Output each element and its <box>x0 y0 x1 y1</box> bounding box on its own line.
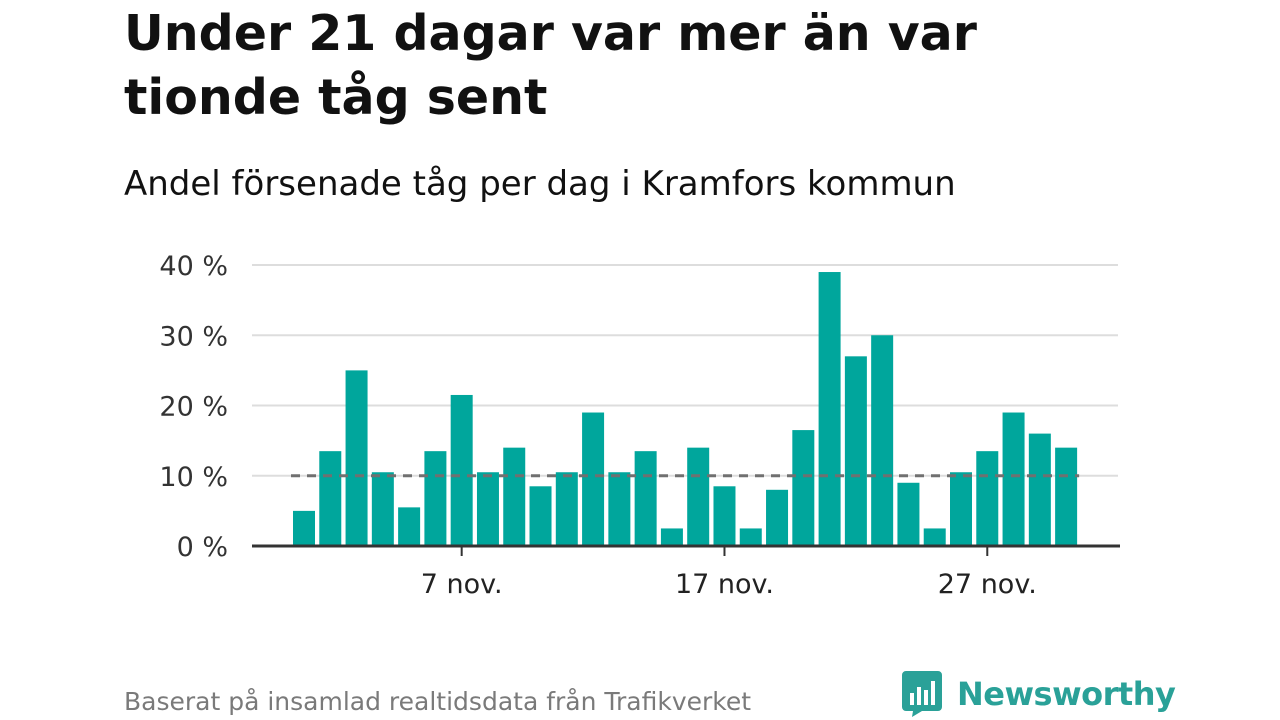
bar <box>371 472 394 546</box>
bar <box>660 528 683 546</box>
bar <box>450 394 473 546</box>
bar <box>687 447 710 546</box>
bar <box>608 472 631 546</box>
bar <box>555 472 578 546</box>
y-tick-label: 20 % <box>159 392 228 423</box>
brand-name: Newsworthy <box>957 675 1176 713</box>
bar <box>871 335 894 546</box>
bar <box>345 370 368 547</box>
bar <box>976 451 999 546</box>
bar <box>897 482 920 546</box>
bar <box>1002 412 1025 546</box>
bar <box>713 486 736 546</box>
y-tick-label: 10 % <box>159 462 228 493</box>
bars <box>293 272 1078 547</box>
x-tick-label: 27 nov. <box>938 569 1037 600</box>
bar <box>844 356 867 546</box>
bar <box>923 528 946 546</box>
bar <box>424 451 447 546</box>
chart-subtitle: Andel försenade tåg per dag i Kramfors k… <box>124 164 956 204</box>
bar <box>1028 433 1051 546</box>
bar <box>818 272 841 546</box>
bar <box>582 412 605 546</box>
bar <box>1055 447 1078 546</box>
y-tick-label: 30 % <box>159 321 228 352</box>
bar <box>950 472 972 546</box>
x-tick-label: 7 nov. <box>421 569 503 600</box>
y-tick-label: 40 % <box>159 251 228 282</box>
y-gridlines <box>252 264 1118 477</box>
newsworthy-logo[interactable]: Newsworthy <box>902 670 1176 718</box>
y-tick-label: 0 % <box>177 532 228 563</box>
x-axis-ticks: 7 nov. 17 nov. 27 nov. <box>421 546 1037 600</box>
bar <box>319 451 342 546</box>
bar <box>398 507 421 546</box>
bar <box>503 447 526 546</box>
source-note: Baserat på insamlad realtidsdata från Tr… <box>124 687 752 716</box>
x-tick-label: 17 nov. <box>675 569 774 600</box>
bar <box>293 510 315 547</box>
bar <box>766 489 789 546</box>
bar <box>634 451 657 546</box>
chart-title: Under 21 dagar var mer än var tionde tåg… <box>124 5 977 126</box>
y-axis-ticks: 0 % 10 % 20 % 30 % 40 % <box>159 251 228 563</box>
bar <box>739 528 762 546</box>
bar <box>476 472 499 546</box>
newsworthy-chart-bubble-icon <box>902 671 942 717</box>
bar <box>792 430 815 546</box>
bar-chart: 0 % 10 % 20 % 30 % 40 % 7 nov. 17 nov. 27 nov. <box>159 251 1120 600</box>
bar <box>529 486 552 546</box>
